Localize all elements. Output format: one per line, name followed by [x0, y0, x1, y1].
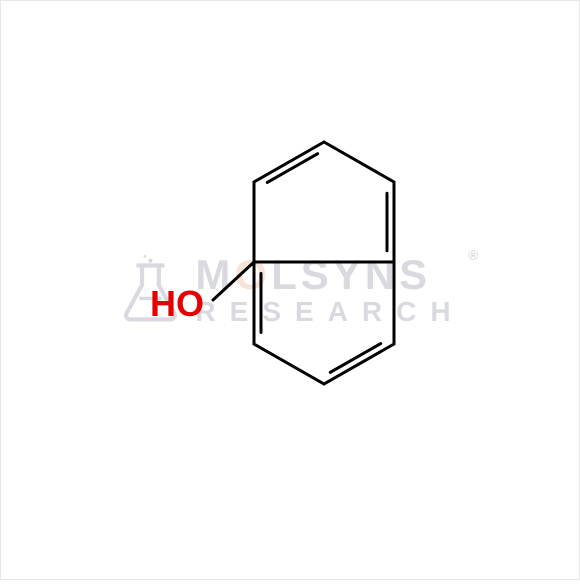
hydroxyl-label: HO: [150, 283, 204, 325]
chemical-structure: HO: [0, 0, 580, 580]
molecule-svg: [0, 0, 580, 580]
